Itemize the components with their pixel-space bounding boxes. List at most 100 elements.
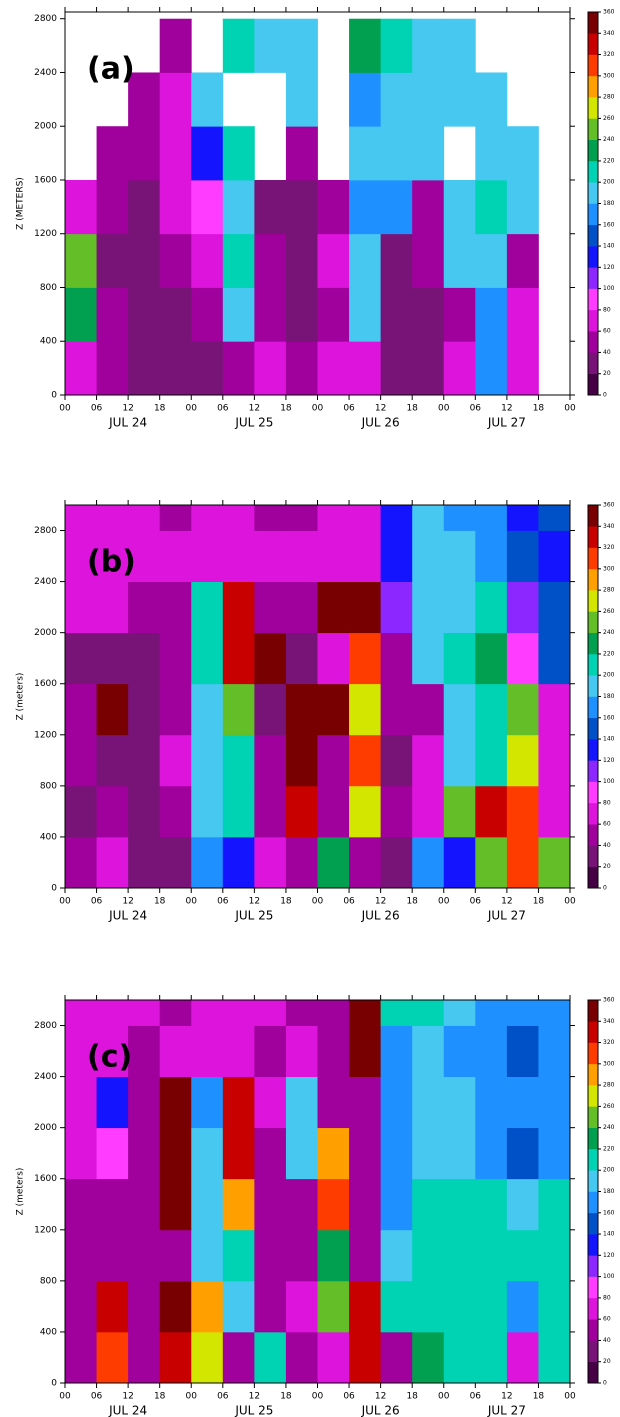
cell [538, 734, 571, 787]
cell [317, 1076, 350, 1129]
cell [443, 1178, 476, 1231]
colorbar-swatch [588, 352, 598, 375]
cell [285, 836, 318, 889]
cell [191, 734, 224, 787]
cell [96, 581, 129, 634]
cell [159, 72, 192, 127]
colorbar-swatch [588, 1212, 598, 1235]
colorbar-swatch [588, 309, 598, 332]
cell [412, 530, 445, 582]
date-label: JUL 27 [487, 909, 526, 923]
colorbar-tick-label: 180 [603, 1188, 615, 1195]
cell [317, 1025, 350, 1077]
cell [159, 126, 192, 181]
x-tick-label: 18 [280, 897, 292, 907]
cell [128, 683, 161, 736]
colorbar-swatch [588, 373, 598, 396]
cell [317, 734, 350, 787]
cell [380, 581, 413, 634]
colorbar-swatch [588, 288, 598, 311]
cell [443, 233, 476, 288]
x-tick-label: 12 [122, 1392, 133, 1402]
cell [285, 581, 318, 634]
colorbar-tick-label: 20 [603, 370, 611, 377]
colorbar-tick-label: 120 [603, 1252, 615, 1259]
cell [254, 1000, 287, 1026]
cell [443, 179, 476, 235]
colorbar-swatch [588, 717, 598, 740]
colorbar-tick-label: 100 [603, 778, 615, 785]
cell [65, 1331, 97, 1384]
cell [285, 1280, 318, 1333]
x-tick-label: 18 [533, 897, 545, 907]
colorbar-swatch [588, 182, 598, 204]
cell [475, 836, 508, 889]
cell [506, 581, 539, 634]
cell [191, 1178, 224, 1231]
colorbar-tick-label: 20 [603, 1358, 611, 1365]
colorbar-tick-label: 220 [603, 650, 615, 657]
cell [159, 1076, 192, 1129]
cell [506, 126, 539, 181]
cell [443, 530, 476, 582]
cell [475, 734, 508, 787]
cell [317, 341, 350, 396]
y-tick-label: 2800 [34, 526, 57, 536]
cell [65, 341, 97, 396]
cell [412, 1076, 445, 1129]
cell [443, 72, 476, 127]
cell [538, 1280, 571, 1333]
x-tick-label: 00 [312, 404, 324, 414]
cell [65, 785, 97, 838]
colorbar-tick-label: 120 [603, 264, 615, 271]
cell [65, 683, 97, 736]
colorbar-tick-label: 260 [603, 115, 615, 122]
cell [285, 530, 318, 582]
cell [349, 785, 382, 838]
x-tick-label: 00 [59, 404, 71, 414]
cell [128, 581, 161, 634]
cell [128, 179, 161, 235]
colorbar-tick-label: 360 [603, 997, 615, 1004]
cell [317, 505, 350, 531]
cell [159, 836, 192, 889]
colorbar-swatch [588, 1085, 598, 1107]
colorbar-swatch [588, 1276, 598, 1299]
cell [222, 1076, 255, 1129]
y-tick-label: 2800 [34, 14, 57, 24]
cell [222, 632, 255, 685]
y-tick-label: 0 [51, 391, 57, 401]
cell [475, 505, 508, 531]
colorbar-swatch [588, 760, 598, 782]
cell [506, 1280, 539, 1333]
cell [254, 1229, 287, 1282]
y-tick-label: 1600 [34, 1174, 57, 1184]
cell [65, 287, 97, 342]
cell [506, 530, 539, 582]
colorbar-tick-label: 180 [603, 693, 615, 700]
y-tick-label: 0 [51, 1379, 57, 1389]
cell [412, 836, 445, 889]
y-tick-label: 400 [40, 337, 57, 347]
cell [285, 632, 318, 685]
cell [317, 683, 350, 736]
cell [285, 785, 318, 838]
colorbar-swatch [588, 1191, 598, 1214]
cell [475, 72, 508, 127]
cell [475, 632, 508, 685]
cell [349, 179, 382, 235]
colorbar-swatch [588, 739, 598, 761]
cell [159, 1280, 192, 1333]
x-tick-label: 12 [375, 404, 386, 414]
cell [412, 1280, 445, 1333]
cell [254, 233, 287, 288]
cell [222, 1178, 255, 1231]
colorbar-tick-label: 40 [603, 1337, 611, 1344]
cell [538, 530, 571, 582]
cell [159, 287, 192, 342]
colorbar-swatch [588, 547, 598, 570]
cell [128, 1025, 161, 1077]
colorbar-swatch [588, 781, 598, 804]
cell [96, 179, 129, 235]
